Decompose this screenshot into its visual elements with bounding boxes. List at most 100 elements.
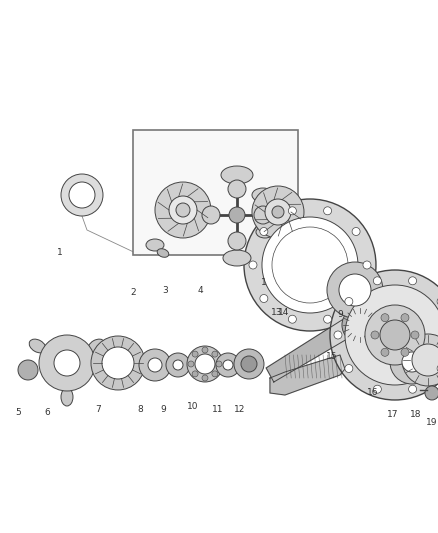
Text: 10: 10 [187,402,199,411]
Circle shape [411,331,419,339]
Circle shape [262,217,358,313]
Circle shape [409,385,417,393]
Circle shape [249,261,257,269]
Circle shape [401,348,409,357]
Text: 11: 11 [212,405,224,414]
Circle shape [363,261,371,269]
Circle shape [244,199,376,331]
Circle shape [345,297,353,305]
Circle shape [352,295,360,303]
Circle shape [324,315,332,323]
Text: 18: 18 [410,410,422,419]
Circle shape [265,199,291,225]
Circle shape [254,206,272,224]
Circle shape [212,351,218,357]
Circle shape [342,307,378,343]
Ellipse shape [29,339,46,353]
Circle shape [195,354,215,374]
Text: 7: 7 [95,405,101,414]
Circle shape [365,305,425,365]
Circle shape [148,358,162,372]
Circle shape [216,353,240,377]
Text: 13: 13 [271,308,283,317]
Circle shape [139,349,171,381]
Circle shape [327,262,383,318]
Text: 14: 14 [278,308,290,317]
Circle shape [252,186,304,238]
Circle shape [402,352,422,372]
Circle shape [381,314,389,322]
Circle shape [425,386,438,400]
Circle shape [39,335,95,391]
Circle shape [223,360,233,370]
Text: 1: 1 [57,248,63,257]
Text: 9: 9 [337,310,343,319]
Circle shape [409,277,417,285]
Circle shape [437,365,438,373]
Circle shape [102,347,134,379]
Ellipse shape [223,250,251,266]
Text: 16: 16 [367,388,379,397]
Circle shape [373,277,381,285]
Circle shape [334,331,342,339]
Text: 9: 9 [160,405,166,414]
Circle shape [216,361,222,367]
Text: 4: 4 [197,286,203,295]
Ellipse shape [256,226,274,238]
Circle shape [324,207,332,215]
Circle shape [18,360,38,380]
Circle shape [390,340,434,384]
Ellipse shape [61,388,73,406]
Circle shape [202,206,220,224]
Circle shape [381,348,389,357]
Ellipse shape [221,166,253,184]
Circle shape [288,207,297,215]
Ellipse shape [146,239,164,251]
Circle shape [345,285,438,385]
Text: 5: 5 [15,408,21,417]
Circle shape [187,346,223,382]
Polygon shape [266,304,377,382]
Bar [133,130,298,255]
Text: 15: 15 [326,352,338,361]
Circle shape [155,182,211,238]
Circle shape [202,375,208,381]
Circle shape [54,350,80,376]
Ellipse shape [88,339,105,353]
Circle shape [401,314,409,322]
Circle shape [272,206,284,218]
Circle shape [202,347,208,353]
Text: 19: 19 [426,418,438,427]
Text: 17: 17 [387,410,399,419]
Circle shape [234,349,264,379]
Circle shape [373,385,381,393]
Text: 1: 1 [261,278,267,287]
Circle shape [412,344,438,376]
Text: 6: 6 [44,408,50,417]
Circle shape [402,334,438,386]
Circle shape [192,351,198,357]
Circle shape [437,297,438,305]
Circle shape [229,207,245,223]
Circle shape [228,180,246,198]
Text: 12: 12 [234,405,246,414]
Ellipse shape [157,249,169,257]
Circle shape [260,228,268,236]
Circle shape [241,356,257,372]
Circle shape [345,365,353,373]
Polygon shape [270,355,345,395]
Circle shape [288,315,297,323]
Circle shape [166,353,190,377]
Circle shape [61,174,103,216]
Circle shape [91,336,145,390]
Circle shape [330,270,438,400]
Circle shape [192,371,198,377]
Text: 3: 3 [162,286,168,295]
Circle shape [352,228,360,236]
Circle shape [339,274,371,306]
Circle shape [169,196,197,224]
Circle shape [380,320,410,350]
Circle shape [176,203,190,217]
Text: 2: 2 [130,288,136,297]
Text: 8: 8 [137,405,143,414]
